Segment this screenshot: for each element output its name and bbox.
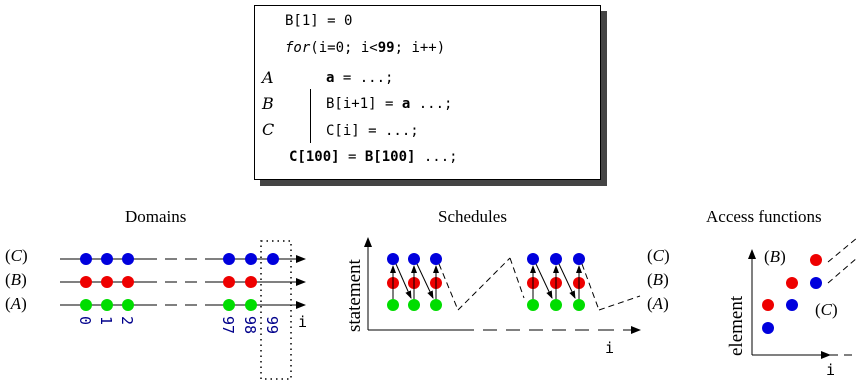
code-line-a: a = ...; (326, 70, 394, 86)
access-label-b: (B) (764, 247, 786, 266)
domain-dots (80, 253, 279, 311)
loop-body-bar (310, 89, 311, 143)
schedules-ylabel: statement (344, 258, 365, 332)
stmt-label-c: C (262, 120, 275, 139)
access-ylabel: element (726, 295, 747, 356)
schedules-row-b-label: (B) (647, 270, 669, 289)
code-line-for: for(i=0; i<99; i++) (285, 40, 446, 56)
last-iteration-box (260, 240, 292, 380)
code-line-c: C[i] = ...; (326, 123, 419, 139)
access-dots (762, 254, 822, 334)
tick-1: 1 (97, 316, 115, 325)
schedules-row-c-label: (C) (647, 246, 670, 265)
domains-row-c-label: (C) (5, 246, 28, 265)
tick-97: 97 (219, 316, 237, 334)
domains-title: Domains (125, 207, 187, 226)
schedules-row-a-label: (A) (647, 294, 669, 313)
code-line-b: B[i+1] = a ...; (326, 96, 453, 112)
code-line-final: C[100] = B[100] ...; (289, 149, 458, 165)
domains-row-b-label: (B) (5, 270, 27, 289)
schedules-xlabel: i (605, 339, 614, 357)
tick-0: 0 (76, 316, 94, 325)
access-xlabel: i (826, 361, 835, 379)
domains-axis-label: i (298, 313, 307, 331)
schedule-group-2 (527, 253, 600, 311)
access-title: Access functions (706, 207, 822, 226)
stmt-label-a: A (262, 68, 274, 87)
code-box (254, 5, 601, 180)
stmt-label-b: B (262, 94, 274, 113)
code-line-init: B[1] = 0 (285, 13, 353, 29)
tick-98: 98 (241, 316, 259, 334)
tick-2: 2 (118, 316, 136, 325)
tick-99: 99 (263, 316, 281, 334)
schedule-group-1 (387, 253, 459, 311)
domains-row-a-label: (A) (5, 294, 27, 313)
schedules-title: Schedules (438, 207, 507, 226)
access-label-c: (C) (815, 300, 838, 319)
